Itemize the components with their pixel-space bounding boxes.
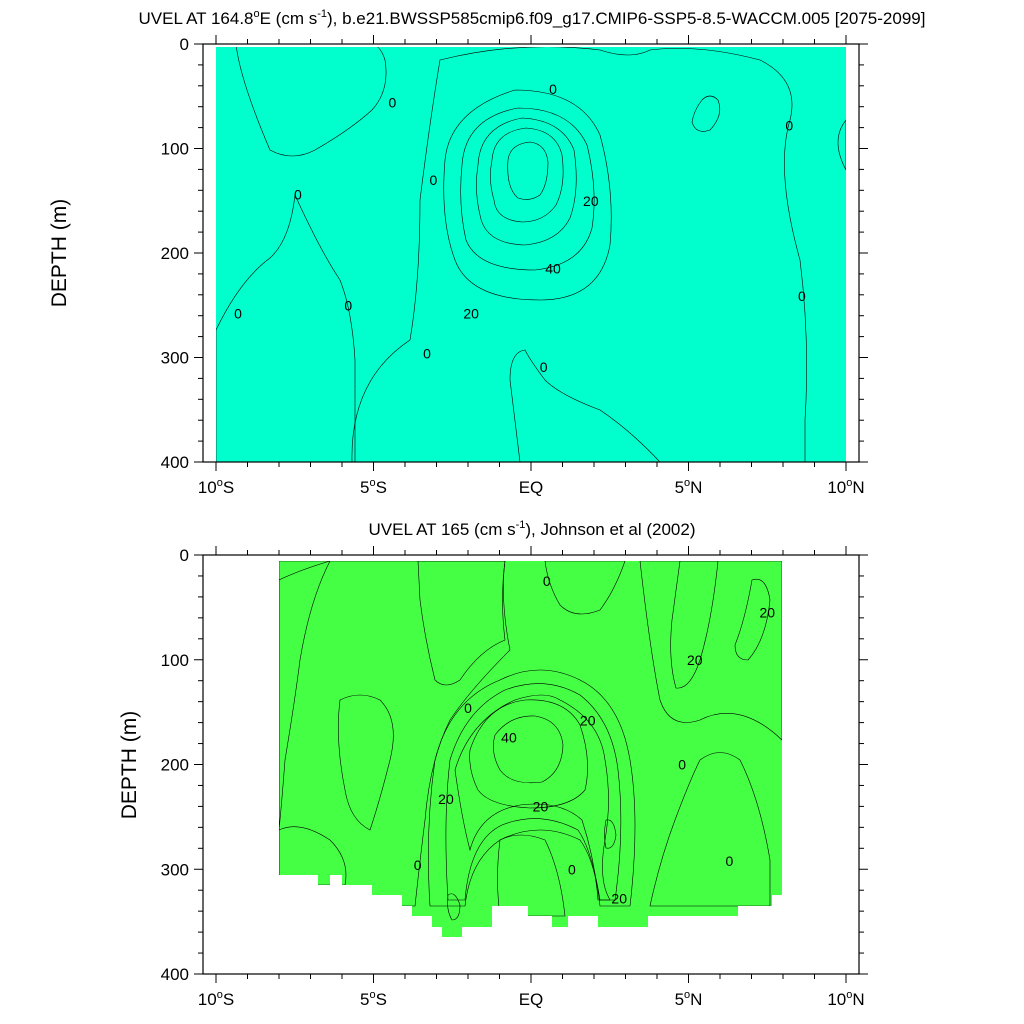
top-title: UVEL AT 164.8oE (cm s-1), b.e21.BWSSP585… bbox=[139, 8, 926, 28]
contour-label: 20 bbox=[611, 891, 627, 907]
x-tick-label: 5oN bbox=[675, 477, 703, 497]
bottom-fill-yellow-deep-right bbox=[604, 819, 617, 849]
contour-label: 40 bbox=[501, 729, 517, 745]
top-fill-green-small bbox=[691, 95, 721, 132]
top-white-strip bbox=[216, 44, 846, 47]
top-fill-orange bbox=[507, 141, 549, 200]
bottom-fill-teal-left bbox=[279, 561, 511, 907]
bottom-fill-yellow-jet bbox=[454, 694, 611, 901]
bottom-fill-teal-right bbox=[649, 752, 771, 907]
bottom-fill-green-right bbox=[639, 561, 782, 741]
y-tick-label: 100 bbox=[161, 651, 189, 670]
y-tick-label: 400 bbox=[161, 453, 189, 472]
contour-label: 0 bbox=[234, 306, 242, 322]
y-tick-label: 200 bbox=[161, 756, 189, 775]
bottom-fill-cyan-upper bbox=[417, 561, 506, 686]
top-ylabel: DEPTH (m) bbox=[48, 199, 71, 308]
top-fill-teal bbox=[216, 44, 846, 462]
top-fill-yellow bbox=[460, 107, 595, 271]
contour-label: 40 bbox=[545, 261, 561, 277]
y-tick-label: 200 bbox=[161, 244, 189, 263]
x-tick-label: 5oS bbox=[360, 989, 387, 1009]
contour-label: 0 bbox=[568, 861, 576, 877]
panel-bottom: UVEL AT 165 (cm s-1), Johnson et al (200… bbox=[118, 519, 868, 1009]
contour-label: 0 bbox=[464, 700, 472, 716]
bottom-fill-orange-jet bbox=[493, 715, 564, 784]
contour-label: 0 bbox=[543, 573, 551, 589]
x-tick-label: 5oN bbox=[675, 989, 703, 1009]
top-fill-teal-right bbox=[837, 119, 846, 171]
top-fill-lime bbox=[443, 89, 612, 301]
top-fill-yellow-orange bbox=[476, 117, 577, 246]
bottom-fill-green-jet bbox=[428, 669, 636, 907]
y-tick-label: 300 bbox=[161, 860, 189, 879]
bottom-fill-green-left-lower bbox=[279, 826, 347, 886]
contour-label: 20 bbox=[759, 605, 775, 621]
contour-label: 20 bbox=[533, 798, 549, 814]
contour-label: 0 bbox=[389, 95, 397, 111]
bottom-fill-yellow-deep-left bbox=[447, 893, 461, 921]
bottom-fill-cyan bbox=[338, 694, 394, 831]
x-tick-label: 10oN bbox=[827, 989, 864, 1009]
contour-label: 0 bbox=[344, 297, 352, 313]
bottom-fill-teal-center-deep bbox=[497, 834, 566, 917]
top-fill-green-left bbox=[235, 44, 387, 157]
x-tick-label: EQ bbox=[519, 990, 544, 1009]
bottom-fill-yellow-right-small bbox=[734, 578, 771, 661]
top-contour-labels: 0 0 0 0 0 20 40 20 0 0 0 0 0 bbox=[234, 81, 806, 375]
bottom-contour-labels: 0 20 20 0 20 40 0 20 20 0 0 0 20 bbox=[414, 573, 776, 907]
x-tick-label: 10oS bbox=[198, 989, 234, 1009]
top-fill-green-main bbox=[351, 46, 807, 462]
y-tick-label: 0 bbox=[180, 546, 189, 565]
x-tick-label: 10oS bbox=[198, 477, 234, 497]
bottom-fill-base bbox=[279, 561, 782, 937]
contour-label: 0 bbox=[423, 345, 431, 361]
contour-label: 0 bbox=[785, 118, 793, 134]
contour-label: 0 bbox=[414, 857, 422, 873]
contour-label: 0 bbox=[540, 359, 548, 375]
contour-label: 20 bbox=[580, 713, 596, 729]
x-tick-label: EQ bbox=[519, 478, 544, 497]
y-tick-label: 300 bbox=[161, 349, 189, 368]
bottom-fill-yellow-orange-jet bbox=[469, 699, 588, 809]
contour-label: 0 bbox=[726, 853, 734, 869]
y-tick-label: 0 bbox=[180, 35, 189, 54]
bottom-fill-teal-upper-mid bbox=[544, 561, 626, 615]
panel-top: UVEL AT 164.8oE (cm s-1), b.e21.BWSSP585… bbox=[48, 8, 925, 497]
bottom-ylabel: DEPTH (m) bbox=[118, 711, 141, 820]
contour-label: 20 bbox=[463, 306, 479, 322]
y-tick-label: 400 bbox=[161, 965, 189, 984]
contour-label: 0 bbox=[429, 172, 437, 188]
top-fill-orange-light bbox=[490, 127, 564, 223]
top-fill-green-bottom-left bbox=[216, 193, 356, 462]
contour-label: 20 bbox=[687, 652, 703, 668]
contour-label: 0 bbox=[678, 757, 686, 773]
contour-label: 0 bbox=[294, 186, 302, 202]
bottom-title: UVEL AT 165 (cm s-1), Johnson et al (200… bbox=[369, 519, 696, 539]
top-contour-field bbox=[216, 44, 846, 462]
bottom-fill-yellow-right bbox=[670, 561, 719, 689]
contour-label: 20 bbox=[438, 791, 454, 807]
y-tick-label: 100 bbox=[161, 140, 189, 159]
x-tick-label: 10oN bbox=[827, 477, 864, 497]
bottom-fill-green-left-edge bbox=[279, 561, 331, 831]
bottom-contour-field bbox=[279, 561, 782, 937]
contour-label: 20 bbox=[583, 193, 599, 209]
contour-label: 0 bbox=[798, 288, 806, 304]
x-tick-label: 5oS bbox=[360, 477, 387, 497]
contour-label: 0 bbox=[549, 81, 557, 97]
